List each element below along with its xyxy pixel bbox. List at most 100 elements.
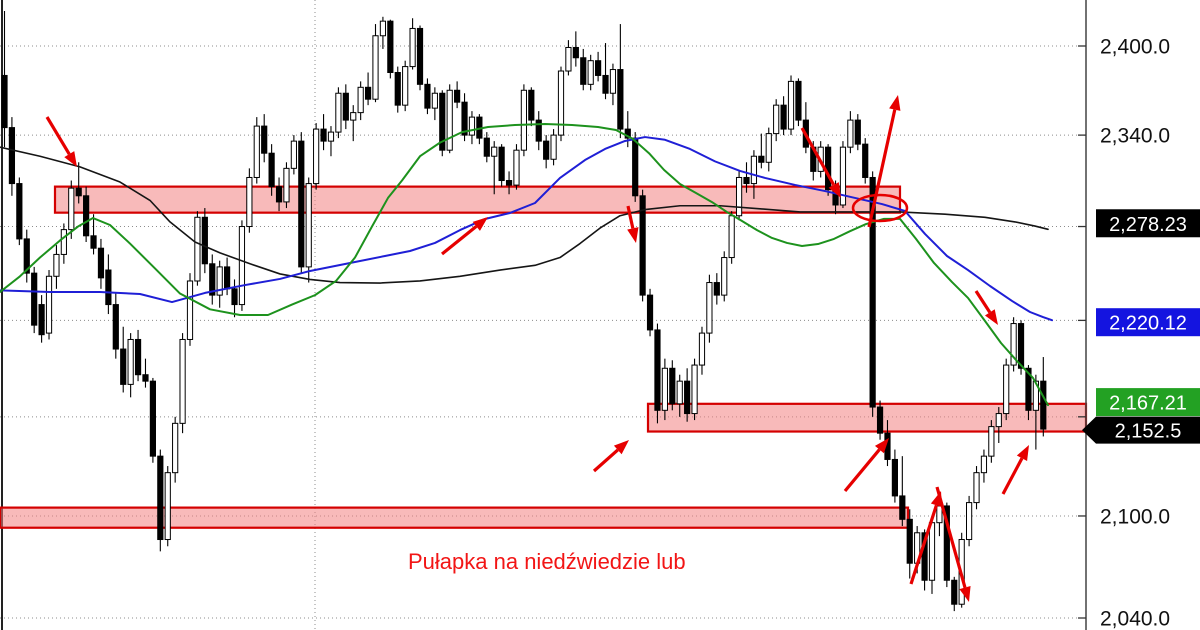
ma-medium-blue-line bbox=[0, 136, 1053, 322]
candle-body-up bbox=[327, 131, 335, 142]
candle-body-down bbox=[854, 119, 861, 145]
candle-body-up bbox=[565, 46, 572, 72]
annotation-arrow-head bbox=[64, 151, 77, 167]
candle-body-down bbox=[505, 180, 513, 186]
candle-body-down bbox=[1025, 367, 1032, 411]
candle-body-down bbox=[149, 380, 157, 457]
candle-body-down bbox=[461, 101, 468, 136]
candle-body-down bbox=[624, 128, 631, 139]
candle-body-down bbox=[906, 518, 913, 564]
candle-body-down bbox=[298, 140, 305, 268]
candle-body-down bbox=[498, 146, 505, 182]
candle-body-down bbox=[943, 505, 950, 581]
candle-body-down bbox=[439, 92, 446, 151]
candle-body-up bbox=[53, 253, 60, 277]
candle-body-up bbox=[661, 367, 668, 411]
candle-body-up bbox=[609, 69, 617, 94]
candle-body-up bbox=[1010, 323, 1017, 366]
candle-body-down bbox=[862, 143, 869, 178]
candle-body-up bbox=[283, 167, 290, 203]
candle-body-down bbox=[535, 119, 542, 142]
candle-body-up bbox=[446, 89, 453, 151]
support-zone-lower bbox=[0, 506, 910, 529]
candle-body-down bbox=[483, 137, 490, 157]
candle-body-up bbox=[379, 20, 387, 37]
candle-body-down bbox=[38, 304, 45, 336]
candle-body-up bbox=[550, 134, 557, 160]
candle-body-up bbox=[557, 70, 565, 136]
candle-body-up bbox=[787, 80, 795, 130]
candle-body-up bbox=[68, 187, 75, 231]
candle-body-down bbox=[780, 104, 787, 130]
candle-body-up bbox=[513, 149, 520, 186]
candle-body-down bbox=[795, 80, 802, 121]
candle-body-down bbox=[31, 272, 38, 326]
candle-body-up bbox=[1003, 364, 1010, 415]
annotation-arrow-shaft bbox=[867, 109, 897, 228]
candle-body-down bbox=[134, 338, 142, 376]
candle-body-down bbox=[16, 183, 23, 240]
candle-body-up bbox=[45, 275, 53, 334]
support-zone-middle bbox=[646, 402, 1088, 433]
candle-body-up bbox=[431, 92, 438, 109]
candle-body-down bbox=[646, 294, 654, 331]
price-box-label-ma-medium-value: 2,220.12 bbox=[1109, 313, 1187, 335]
candle-body-up bbox=[491, 146, 498, 157]
annotation-arrow-shaft bbox=[909, 504, 938, 585]
candle-body-up bbox=[179, 338, 186, 424]
annotation-arrow-shaft bbox=[45, 116, 71, 155]
annotation-arrow-head bbox=[889, 95, 901, 111]
candle-body-down bbox=[528, 89, 535, 121]
candle-body-up bbox=[313, 128, 320, 185]
candle-body-down bbox=[231, 288, 238, 306]
annotation-arrow-shaft bbox=[974, 290, 992, 314]
candle-body-down bbox=[602, 74, 609, 94]
candle-body-down bbox=[424, 83, 431, 109]
candle-body-down bbox=[654, 329, 661, 411]
bear-trap-annotation-text: Pułapka na niedźwiedzie lub bbox=[408, 549, 686, 574]
candle-body-down bbox=[394, 71, 401, 106]
candle-body-down bbox=[891, 458, 898, 497]
candle-body-down bbox=[8, 127, 16, 185]
candle-body-up bbox=[238, 226, 246, 306]
candle-body-up bbox=[246, 176, 253, 228]
candle-body-up bbox=[194, 216, 201, 282]
annotation-arrow-head bbox=[472, 217, 488, 231]
candle-body-down bbox=[224, 266, 231, 290]
candle-body-down bbox=[342, 92, 349, 121]
candle-body-up bbox=[335, 92, 342, 133]
candle-body-up bbox=[735, 176, 743, 217]
resistance-zone-upper bbox=[53, 185, 902, 214]
candle-body-down bbox=[201, 216, 208, 265]
candle-body-down bbox=[572, 46, 579, 59]
annotation-arrow-shaft bbox=[626, 205, 635, 229]
price-box-label-last-price: 2,152.5 bbox=[1115, 421, 1182, 443]
price-box-ma-medium-value bbox=[1096, 308, 1200, 337]
candle-body-up bbox=[290, 140, 297, 169]
candle-body-up bbox=[520, 89, 527, 151]
candle-body-up bbox=[372, 35, 379, 100]
y-axis-tick-label: 2,400.0 bbox=[1100, 36, 1170, 59]
candle-body-down bbox=[261, 125, 268, 154]
candle-body-up bbox=[973, 472, 980, 504]
candle-body-down bbox=[632, 137, 639, 197]
ma-fast-green-line bbox=[0, 122, 1049, 407]
candle-body-up bbox=[691, 364, 698, 415]
annotation-arrow-head bbox=[627, 227, 639, 243]
annotation-arrow-shaft bbox=[440, 225, 478, 256]
annotation-arrow-shaft bbox=[843, 448, 881, 493]
candle-body-up bbox=[995, 413, 1002, 428]
annotation-arrow-head bbox=[1016, 445, 1029, 461]
candle-body-up bbox=[773, 104, 780, 135]
candle-body-down bbox=[899, 495, 906, 520]
ma-slow-black-line bbox=[0, 146, 1049, 284]
candle-body-up bbox=[172, 422, 179, 474]
candle-body-down bbox=[454, 89, 461, 103]
candle-body-down bbox=[684, 380, 691, 415]
candle-body-down bbox=[921, 532, 928, 581]
annotation-arrow-head bbox=[959, 585, 971, 602]
candle-body-down bbox=[1, 74, 8, 129]
candle-body-down bbox=[83, 195, 90, 237]
